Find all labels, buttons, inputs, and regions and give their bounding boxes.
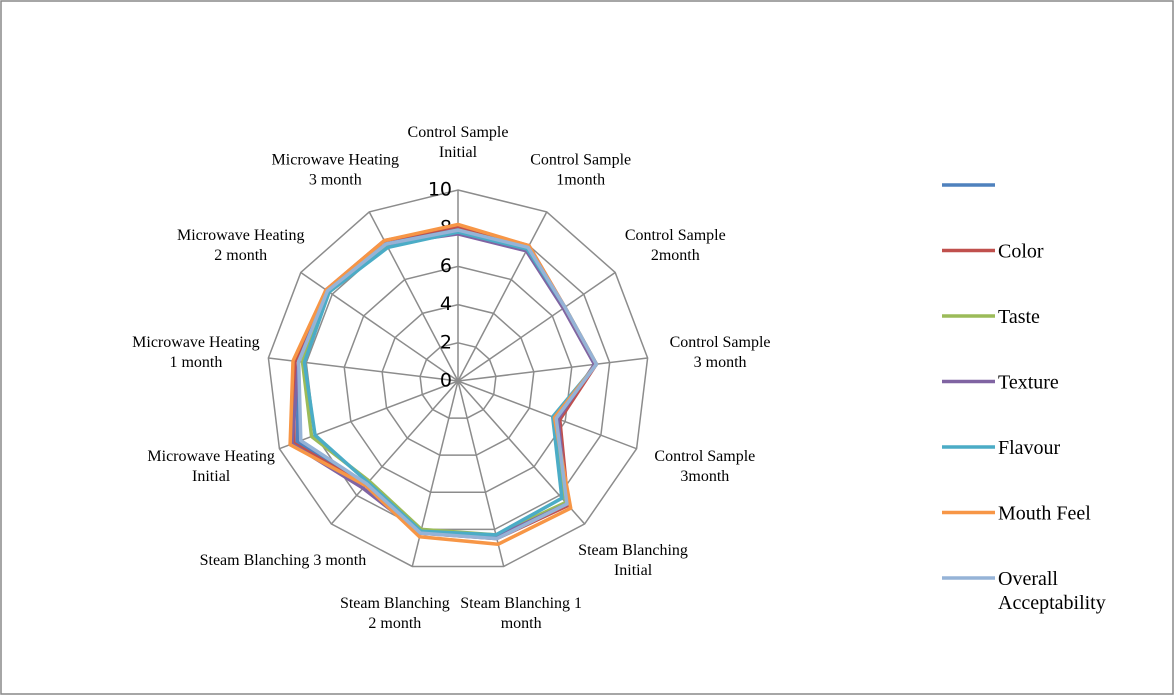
- axis-spoke: [457, 211, 548, 382]
- grid-line: [305, 227, 611, 531]
- legend-label: Overall Acceptability: [998, 568, 1106, 614]
- category-label: Microwave Heating Initial: [147, 448, 275, 485]
- legend-label: Taste: [998, 306, 1040, 328]
- category-label: Control Sample Initial: [408, 124, 509, 161]
- axis-spoke: [330, 380, 459, 525]
- y-tick-label: 6: [440, 255, 452, 277]
- legend-label: Mouth Feel: [998, 503, 1091, 525]
- grid-line: [419, 342, 497, 419]
- legend-label: Texture: [998, 372, 1059, 394]
- legend-label: Color: [998, 241, 1044, 263]
- category-label: Steam Blanching 1 month: [460, 595, 582, 632]
- category-label: Microwave Heating 2 month: [177, 227, 305, 264]
- category-label: Steam Blanching 3 month: [200, 552, 367, 569]
- y-tick-label: 10: [428, 179, 452, 201]
- axis-spoke: [457, 380, 586, 525]
- axis-spoke: [279, 380, 459, 450]
- grid-line: [381, 303, 535, 456]
- category-label: Microwave Heating 3 month: [272, 151, 400, 188]
- category-label: Microwave Heating 1 month: [132, 334, 260, 371]
- series-line: [296, 228, 599, 541]
- legend-label: Flavour: [998, 437, 1061, 459]
- category-label: Control Sample 3 month: [670, 334, 771, 371]
- category-label: Control Sample 3month: [654, 448, 755, 485]
- category-label: Steam Blanching Initial: [578, 542, 688, 579]
- grid-line: [267, 189, 649, 568]
- axis-spoke: [457, 380, 637, 450]
- y-tick-label: 0: [440, 370, 452, 392]
- category-label: Control Sample 2month: [625, 227, 726, 264]
- grid-line: [343, 265, 573, 494]
- axis-spoke: [457, 357, 648, 382]
- category-label: Steam Blanching 2 month: [340, 595, 450, 632]
- y-tick-label: 2: [440, 331, 452, 353]
- y-tick-label: 4: [440, 293, 452, 315]
- axis-spoke: [457, 271, 616, 382]
- category-label: Control Sample 1month: [530, 151, 631, 188]
